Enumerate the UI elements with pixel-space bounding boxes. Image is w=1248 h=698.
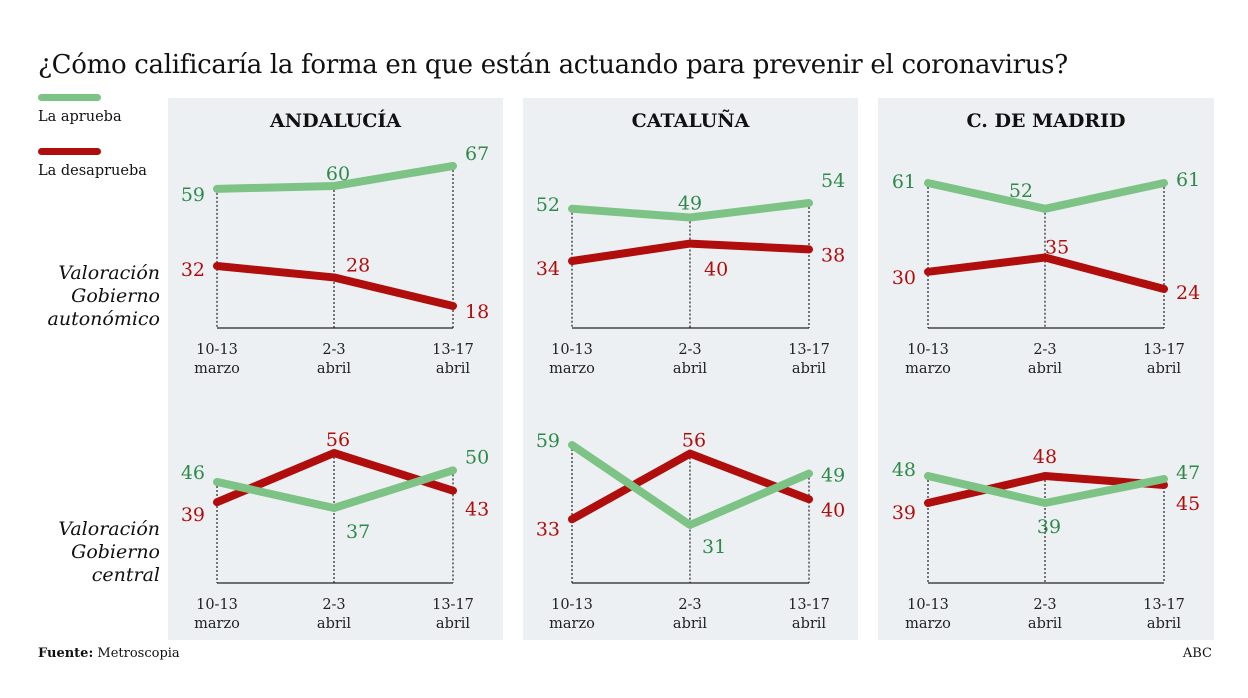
x-tick-label: 13-17 [432, 597, 474, 613]
data-label-aprueba: 47 [1176, 462, 1200, 484]
data-label-desaprueba: 24 [1176, 282, 1200, 304]
panel-title-andalucia: ANDALUCÍA [270, 110, 401, 132]
series-line-desaprueba [924, 253, 1168, 293]
series-line-aprueba [924, 179, 1168, 213]
x-tick-label: 2-3 [322, 597, 345, 613]
data-label-desaprueba: 40 [704, 259, 728, 281]
data-label-aprueba: 37 [346, 521, 370, 543]
data-label-aprueba: 31 [702, 536, 726, 558]
x-tick-label: marzo [905, 361, 951, 377]
series-line-aprueba [924, 472, 1168, 507]
data-label-desaprueba: 48 [1033, 446, 1057, 468]
data-label-desaprueba: 40 [821, 499, 845, 521]
source-value: Metroscopia [97, 646, 180, 661]
x-tick-label: 2-3 [678, 342, 701, 358]
data-label-desaprueba: 18 [465, 301, 489, 323]
data-label-desaprueba: 35 [1045, 236, 1069, 258]
data-label-aprueba: 52 [1009, 180, 1033, 202]
series-line-aprueba [568, 199, 813, 222]
data-label-aprueba: 39 [1037, 516, 1061, 538]
x-tick-label: marzo [549, 361, 595, 377]
data-label-desaprueba: 56 [326, 429, 350, 451]
data-label-aprueba: 49 [678, 193, 702, 215]
data-label-desaprueba: 34 [536, 258, 560, 280]
x-tick-label: 10-13 [551, 597, 593, 613]
x-tick-label: 2-3 [678, 597, 701, 613]
series-line-desaprueba [924, 472, 1168, 507]
series-line-desaprueba [568, 449, 813, 524]
x-tick-label: abril [792, 361, 826, 377]
x-tick-label: 13-17 [432, 342, 474, 358]
x-tick-label: abril [792, 616, 826, 632]
x-tick-label: abril [317, 616, 351, 632]
x-tick-label: 13-17 [1143, 597, 1185, 613]
data-label-aprueba: 50 [465, 446, 489, 468]
row-label-autonomico: Valoración Gobierno autonómico [47, 262, 161, 330]
data-label-aprueba: 49 [821, 465, 845, 487]
data-label-desaprueba: 30 [892, 267, 916, 289]
x-tick-label: 2-3 [1033, 342, 1056, 358]
x-tick-label: marzo [194, 361, 240, 377]
series-line-aprueba [213, 466, 457, 512]
x-tick-label: 2-3 [1033, 597, 1056, 613]
legend-swatch-desaprueba [38, 148, 101, 155]
series-line-desaprueba [213, 262, 457, 310]
chart-title: ¿Cómo calificaría la forma en que están … [38, 50, 1068, 80]
data-label-aprueba: 60 [326, 163, 350, 185]
data-label-desaprueba: 33 [536, 518, 560, 540]
x-tick-label: abril [436, 616, 470, 632]
source-note: Fuente: Metroscopia [38, 646, 180, 661]
x-tick-label: marzo [905, 616, 951, 632]
x-tick-label: 10-13 [196, 342, 238, 358]
data-label-desaprueba: 43 [465, 499, 489, 521]
series-line-desaprueba [568, 239, 813, 265]
legend-swatch-aprueba [38, 94, 101, 101]
x-tick-label: abril [1147, 616, 1181, 632]
x-tick-label: abril [673, 361, 707, 377]
x-tick-label: 10-13 [907, 342, 949, 358]
series-line-aprueba [568, 441, 813, 529]
data-label-aprueba: 46 [181, 462, 205, 484]
series-line-desaprueba [213, 449, 457, 507]
x-tick-label: 10-13 [907, 597, 949, 613]
x-tick-label: 13-17 [1143, 342, 1185, 358]
x-tick-label: abril [317, 361, 351, 377]
legend-label-aprueba: La aprueba [38, 109, 122, 125]
data-label-desaprueba: 28 [346, 254, 370, 276]
data-label-aprueba: 67 [465, 143, 489, 165]
data-label-desaprueba: 56 [682, 430, 706, 452]
row-label-central: Valoración Gobierno central [58, 518, 160, 586]
data-label-aprueba: 52 [536, 194, 560, 216]
data-label-aprueba: 61 [892, 171, 916, 193]
series-line-aprueba [213, 162, 457, 193]
legend-label-desaprueba: La desaprueba [38, 163, 147, 179]
credit: ABC [1182, 646, 1212, 661]
x-tick-label: 10-13 [196, 597, 238, 613]
panel-title-cataluna: CATALUÑA [631, 110, 750, 132]
x-tick-label: 13-17 [788, 597, 830, 613]
data-label-desaprueba: 39 [181, 504, 205, 526]
data-label-aprueba: 54 [821, 170, 845, 192]
x-tick-label: abril [436, 361, 470, 377]
data-label-desaprueba: 45 [1176, 493, 1200, 515]
x-tick-label: marzo [549, 616, 595, 632]
data-label-desaprueba: 32 [181, 259, 205, 281]
x-tick-label: abril [1028, 616, 1062, 632]
x-tick-label: abril [1147, 361, 1181, 377]
data-label-aprueba: 48 [892, 459, 916, 481]
panel-title-madrid: C. DE MADRID [966, 110, 1126, 132]
data-label-aprueba: 59 [181, 184, 205, 206]
x-tick-label: 13-17 [788, 342, 830, 358]
data-label-aprueba: 59 [536, 430, 560, 452]
source-label: Fuente: [38, 646, 94, 661]
x-tick-label: marzo [194, 616, 240, 632]
data-label-aprueba: 61 [1176, 169, 1200, 191]
x-tick-label: 2-3 [322, 342, 345, 358]
data-label-desaprueba: 38 [821, 244, 845, 266]
data-label-desaprueba: 39 [892, 502, 916, 524]
x-tick-label: 10-13 [551, 342, 593, 358]
x-tick-label: abril [1028, 361, 1062, 377]
x-tick-label: abril [673, 616, 707, 632]
